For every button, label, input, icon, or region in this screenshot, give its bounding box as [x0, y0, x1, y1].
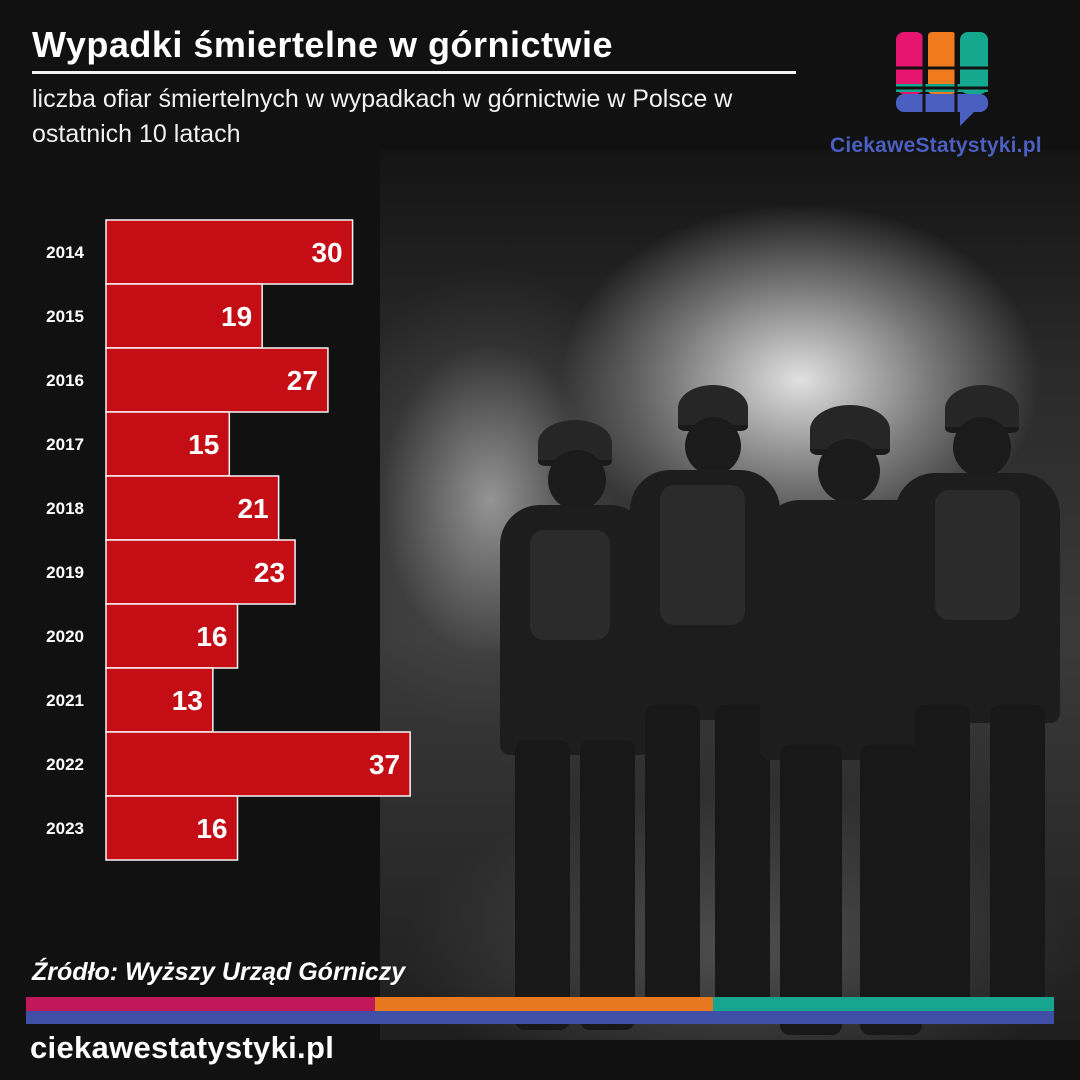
year-label: 2021 — [46, 691, 84, 710]
miner-silhouette — [895, 385, 1065, 1025]
miner-silhouette — [630, 385, 790, 1025]
bar-value-label: 30 — [311, 237, 342, 268]
year-label: 2020 — [46, 627, 84, 646]
bar-2023 — [105, 795, 239, 861]
stripe-segment-pink — [26, 997, 375, 1011]
page-subtitle: liczba ofiar śmiertelnych w wypadkach w … — [32, 85, 733, 148]
bar-2016 — [105, 347, 329, 413]
year-label: 2014 — [46, 243, 84, 262]
bar-value-label: 21 — [237, 493, 268, 524]
footer-site-link[interactable]: ciekawestatystyki.pl — [30, 1030, 335, 1065]
bar-2020 — [105, 603, 239, 669]
bar-value-label: 19 — [221, 301, 252, 332]
page-title: Wypadki śmiertelne w górnictwie — [32, 24, 613, 65]
bar-chart: 2014 30 2015 19 2016 27 2017 15 2018 21 2019 23 2020… — [46, 219, 411, 861]
logo-text: CiekaweStatystyki.pl — [830, 134, 1042, 157]
year-label: 2016 — [46, 371, 84, 390]
year-label: 2019 — [46, 563, 84, 582]
bar-value-label: 15 — [188, 429, 219, 460]
bar-2019 — [105, 539, 296, 605]
bar-2014 — [105, 219, 354, 285]
bar-value-label: 16 — [196, 621, 227, 652]
bar-2017 — [105, 411, 231, 477]
color-stripe-bottom — [26, 1011, 1054, 1024]
color-stripe — [26, 997, 1054, 1011]
bar-value-label: 16 — [196, 813, 227, 844]
chart-speech-bubble-icon — [896, 32, 988, 126]
bar-2021 — [105, 667, 214, 733]
bar-2018 — [105, 475, 280, 541]
miners-background-photo — [380, 150, 1080, 1040]
year-label: 2017 — [46, 435, 84, 454]
miner-silhouette — [460, 420, 650, 1040]
year-label: 2015 — [46, 307, 84, 326]
stripe-segment-teal — [713, 997, 1054, 1011]
bar-2015 — [105, 283, 263, 349]
year-label: 2022 — [46, 755, 84, 774]
bar-value-label: 37 — [369, 749, 400, 780]
bar-value-label: 27 — [287, 365, 318, 396]
bar-value-label: 23 — [254, 557, 285, 588]
title-underline — [32, 71, 796, 74]
brand-logo[interactable]: CiekaweStatystyki.pl — [830, 30, 1060, 160]
source-note: Źródło: Wyższy Urząd Górniczy — [32, 958, 406, 986]
bar-value-label: 13 — [172, 685, 203, 716]
year-label: 2023 — [46, 819, 84, 838]
stripe-segment-orange — [375, 997, 713, 1011]
year-label: 2018 — [46, 499, 84, 518]
bar-2022 — [105, 731, 411, 797]
